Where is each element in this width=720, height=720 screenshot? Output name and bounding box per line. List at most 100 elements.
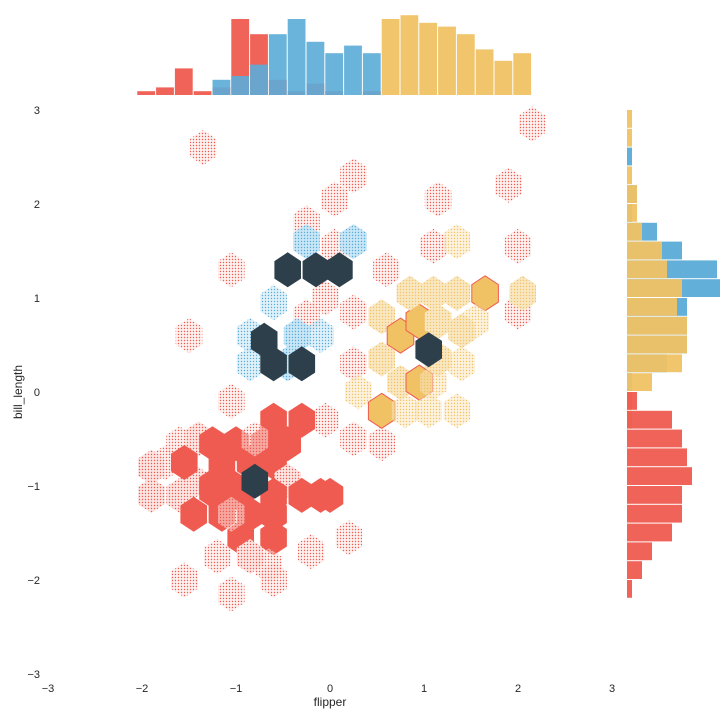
hexbin-cell-red	[312, 402, 339, 438]
right-hist-bar-red	[627, 504, 682, 523]
hexbin-cell-red	[340, 421, 367, 457]
top-hist-bar-gold	[438, 26, 456, 96]
top-hist-bar-gold	[381, 19, 400, 95]
hexbin-cell-red	[495, 167, 522, 203]
hexbin-cell-dark	[260, 346, 287, 382]
hexbin-cell-red	[288, 402, 316, 438]
top-hist-bar-blue	[231, 76, 250, 95]
x-tick-label: −3	[42, 683, 55, 695]
hexbin-cell-red	[340, 294, 367, 330]
hexbin-cell-dark	[326, 252, 353, 288]
hexbin-cell-dark	[274, 252, 301, 288]
hexbin-cell-dark	[288, 346, 316, 382]
hexbin-cell-red	[218, 576, 245, 612]
right-hist-bar-red	[627, 561, 642, 579]
hexbin-cell-red	[340, 346, 367, 382]
x-tick-label: −1	[230, 683, 243, 695]
y-tick-label: 0	[34, 387, 40, 399]
hexbin-cell-red	[189, 130, 217, 166]
hexbin-cell-dark	[302, 252, 330, 288]
top-hist-bar-blue	[212, 79, 231, 95]
top-hist-bar-gold	[419, 22, 438, 95]
right-hist-bar-gold	[627, 204, 637, 222]
top-hist-bar-blue	[250, 64, 268, 95]
top-hist-bar-blue	[306, 41, 325, 95]
top-hist-bar-blue	[268, 34, 287, 95]
hexbin-cell-blue	[283, 318, 311, 354]
hexbin-cell-gold	[509, 275, 536, 311]
top-hist-bar-gold	[494, 60, 513, 95]
hexbin-cell-red	[373, 252, 400, 288]
hexbin-cell-blue	[340, 224, 367, 260]
right-marginal-histogram	[627, 110, 720, 598]
right-hist-bar-gold	[627, 110, 632, 128]
hexbin-cell-red	[518, 106, 546, 142]
y-tick-label: −3	[27, 669, 40, 681]
hexbin-cell-red	[260, 402, 287, 438]
hexbin-cell-red	[335, 520, 363, 556]
hexbin-cell-red	[218, 496, 245, 532]
hexbin-cell-red	[340, 158, 367, 194]
right-hist-bar-red	[627, 467, 692, 485]
x-axis-label: flipper	[314, 695, 347, 709]
right-hist-bar-gold	[627, 279, 682, 297]
right-hist-bar-red	[627, 542, 652, 561]
right-hist-bar-red	[627, 410, 672, 429]
right-hist-bar-gold	[627, 354, 682, 373]
hexbin-cell-red	[218, 383, 245, 419]
hexbin-cell-gold	[396, 275, 424, 311]
hexbin-cell-gold	[391, 393, 419, 429]
top-hist-bar-blue	[362, 53, 381, 95]
top-hist-bar-red	[174, 68, 193, 95]
right-hist-bar-blue	[627, 147, 632, 166]
right-hist-bar-gold	[627, 222, 642, 241]
x-tick-label: 1	[421, 683, 427, 695]
x-tick-label: 3	[609, 683, 615, 695]
hexbin-cell-gold	[462, 304, 489, 339]
hexbin-cell-red	[316, 477, 344, 513]
top-hist-bar-red	[156, 87, 174, 95]
x-tick-label: −2	[136, 683, 149, 695]
right-hist-bar-gold	[627, 166, 632, 185]
hexbin-cell-red	[180, 496, 207, 532]
hexbin-cell-gold	[424, 304, 452, 339]
y-tick-label: −2	[27, 575, 40, 587]
hexbin-cell-gold	[443, 224, 471, 260]
x-tick-label: 2	[515, 683, 521, 695]
right-hist-bar-red	[627, 429, 682, 448]
top-hist-bar-gold	[456, 34, 475, 95]
top-hist-bar-gold	[475, 49, 494, 95]
hexbin-cell-red	[260, 562, 287, 598]
y-tick-label: 2	[34, 199, 40, 211]
right-hist-bar-gold	[627, 316, 687, 335]
hexbin-cell-gold	[368, 341, 395, 377]
top-hist-bar-gold	[400, 15, 419, 96]
top-hist-bar-red	[137, 91, 156, 95]
hexbin-cell-red	[171, 445, 198, 480]
right-hist-bar-red	[627, 392, 637, 410]
top-hist-bar-blue	[325, 53, 344, 95]
y-tick-label: 1	[34, 293, 40, 305]
hexbin-cell-gold	[344, 374, 372, 410]
hexbin-cell-red	[175, 318, 203, 354]
right-hist-bar-gold	[627, 185, 637, 203]
right-hist-bar-red	[627, 486, 682, 504]
hexbin-cell-blue	[236, 346, 264, 382]
hexbin-cell-red	[171, 562, 198, 598]
hexbin-cell-gold	[448, 346, 475, 382]
right-hist-bar-red	[627, 580, 632, 598]
hexbin-cell-blue	[260, 285, 287, 321]
right-hist-bar-gold	[627, 335, 687, 354]
hexbin-cell-red	[312, 280, 339, 316]
hexbin-layer	[138, 106, 546, 612]
y-axis-label: bill_length	[11, 365, 25, 419]
top-hist-bar-gold	[513, 53, 532, 95]
hexbin-cell-red	[368, 426, 395, 462]
right-hist-bar-red	[627, 523, 672, 542]
right-hist-bar-gold	[627, 260, 667, 279]
hexbin-cell-red	[218, 252, 245, 288]
hexbin-cell-blue	[307, 318, 334, 354]
hexbin-cell-gold	[420, 275, 447, 311]
right-hist-bar-gold	[627, 241, 662, 260]
